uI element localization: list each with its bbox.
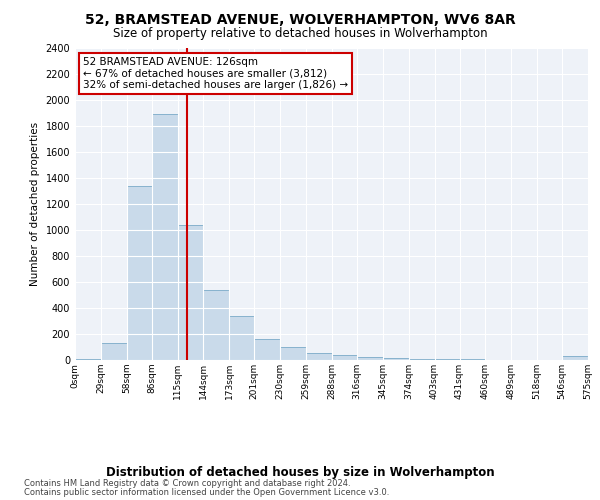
Bar	[152, 114, 178, 360]
Bar	[562, 356, 588, 360]
Bar	[306, 354, 332, 360]
Bar	[75, 358, 101, 360]
Y-axis label: Number of detached properties: Number of detached properties	[30, 122, 40, 286]
Bar	[178, 224, 203, 360]
Bar	[332, 356, 357, 360]
Bar	[101, 343, 127, 360]
Text: Contains HM Land Registry data © Crown copyright and database right 2024.: Contains HM Land Registry data © Crown c…	[24, 479, 350, 488]
Text: 52, BRAMSTEAD AVENUE, WOLVERHAMPTON, WV6 8AR: 52, BRAMSTEAD AVENUE, WOLVERHAMPTON, WV6…	[85, 12, 515, 26]
Text: 52 BRAMSTEAD AVENUE: 126sqm
← 67% of detached houses are smaller (3,812)
32% of : 52 BRAMSTEAD AVENUE: 126sqm ← 67% of det…	[83, 57, 348, 90]
Bar	[409, 359, 434, 360]
Bar	[254, 339, 280, 360]
Text: Contains public sector information licensed under the Open Government Licence v3: Contains public sector information licen…	[24, 488, 389, 497]
Bar	[229, 316, 254, 360]
Bar	[127, 186, 152, 360]
Bar	[203, 290, 229, 360]
Text: Distribution of detached houses by size in Wolverhampton: Distribution of detached houses by size …	[106, 466, 494, 479]
Bar	[280, 347, 306, 360]
Text: Size of property relative to detached houses in Wolverhampton: Size of property relative to detached ho…	[113, 28, 487, 40]
Bar	[383, 358, 409, 360]
Bar	[357, 356, 383, 360]
